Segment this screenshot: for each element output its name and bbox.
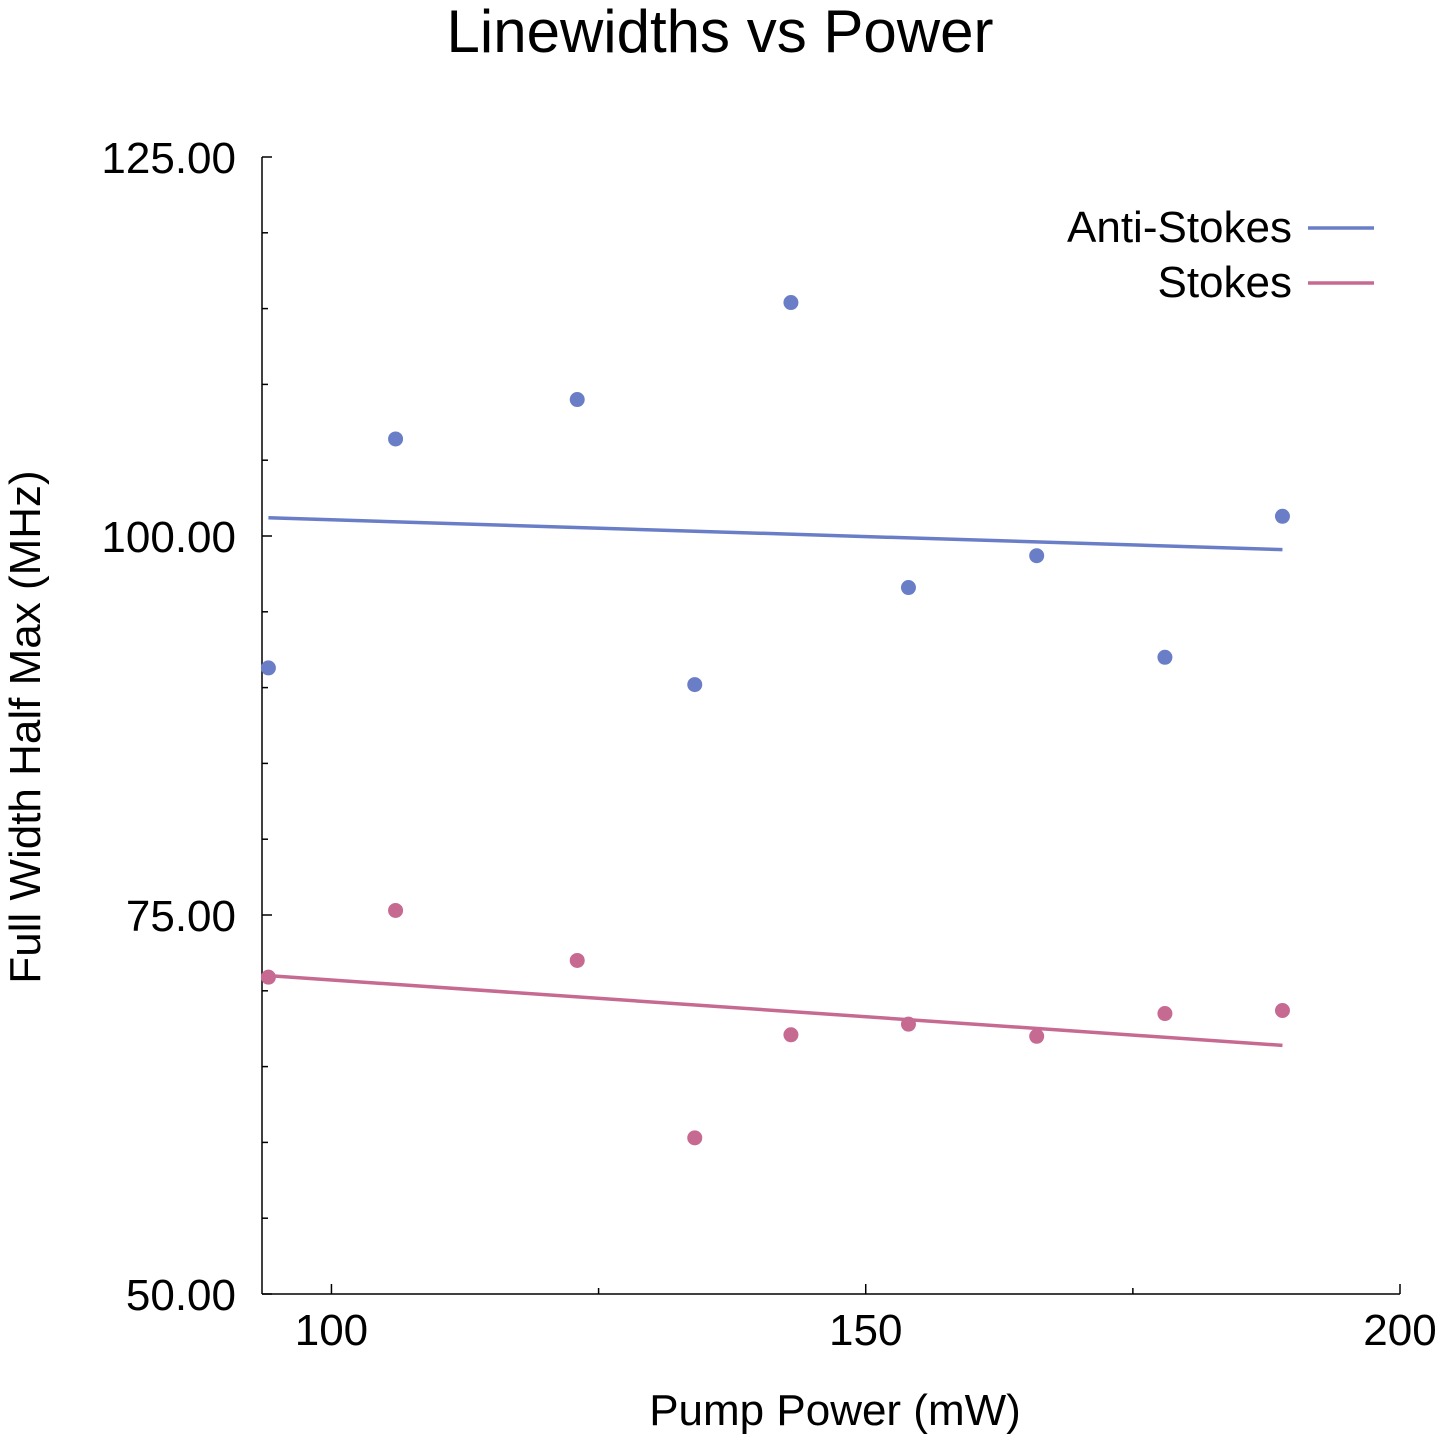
anti-stokes-data-point xyxy=(260,660,276,676)
x-tick-label: 150 xyxy=(829,1306,902,1355)
legend-label-stokes: Stokes xyxy=(1157,258,1292,307)
anti-stokes-data-point xyxy=(1274,508,1290,524)
x-axis-label: Pump Power (mW) xyxy=(649,1386,1021,1435)
x-tick-label: 200 xyxy=(1363,1306,1436,1355)
anti-stokes-data-point xyxy=(569,392,585,408)
stokes-data-point xyxy=(1157,1006,1173,1022)
series-anti-stokes xyxy=(260,295,1290,693)
stokes-data-point xyxy=(1274,1003,1290,1019)
plot-axes xyxy=(261,157,1400,1295)
chart-title: Linewidths vs Power xyxy=(447,0,994,65)
legend: Anti-Stokes Stokes xyxy=(1067,203,1374,307)
stokes-data-point xyxy=(569,952,585,968)
anti-stokes-data-point xyxy=(1157,649,1173,665)
stokes-data-point xyxy=(900,1016,916,1032)
stokes-fit-line xyxy=(268,973,1283,1048)
anti-stokes-data-point xyxy=(1029,548,1045,564)
anti-stokes-data-point xyxy=(388,431,404,447)
anti-stokes-data-point xyxy=(687,677,703,693)
stokes-data-point xyxy=(687,1130,703,1146)
x-tick-label: 100 xyxy=(295,1306,368,1355)
x-ticks: 100 150 200 xyxy=(295,1284,1437,1355)
legend-label-anti-stokes: Anti-Stokes xyxy=(1067,203,1292,252)
anti-stokes-fit-line xyxy=(268,516,1283,552)
series-layer xyxy=(260,295,1290,1146)
y-tick-label: 125.00 xyxy=(101,134,236,183)
anti-stokes-data-point xyxy=(900,580,916,596)
stokes-data-point xyxy=(260,969,276,985)
stokes-data-point xyxy=(388,902,404,918)
y-tick-label: 75.00 xyxy=(126,892,236,941)
y-ticks: 50.00 75.00 100.00 125.00 xyxy=(101,134,272,1320)
stokes-data-point xyxy=(1029,1028,1045,1044)
y-axis-label: Full Width Half Max (MHz) xyxy=(1,470,50,983)
y-tick-label: 50.00 xyxy=(126,1271,236,1320)
y-tick-label: 100.00 xyxy=(101,513,236,562)
anti-stokes-data-point xyxy=(783,295,799,311)
series-stokes xyxy=(260,902,1290,1146)
stokes-data-point xyxy=(783,1027,799,1043)
